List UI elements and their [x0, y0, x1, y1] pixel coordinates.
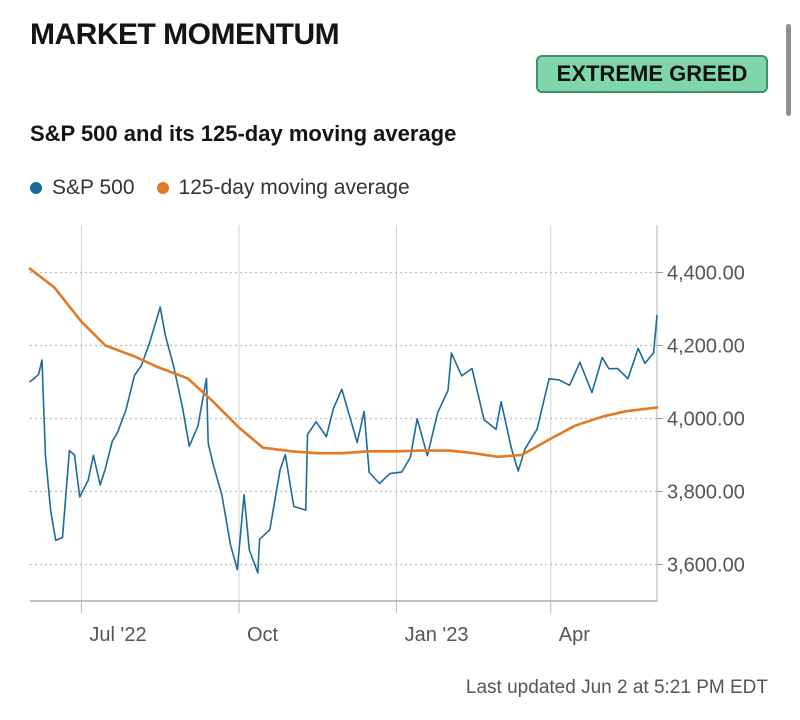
chart-title: S&P 500 and its 125-day moving average: [30, 121, 457, 146]
sp500-line: [29, 306, 658, 574]
moving-average-line: [28, 267, 659, 459]
y-tick-label: 3,600.00: [667, 555, 745, 577]
y-tick-label: 4,000.00: [667, 409, 745, 431]
x-tick-label: Oct: [247, 624, 279, 646]
legend-item-sp500: S&P 500: [30, 176, 135, 200]
chart-legend: S&P 500 125-day moving average: [30, 176, 432, 200]
y-tick-label: 3,800.00: [667, 482, 745, 504]
y-tick-label: 4,200.00: [667, 336, 745, 358]
scrollbar[interactable]: [786, 24, 791, 116]
last-updated-text: Last updated Jun 2 at 5:21 PM EDT: [465, 677, 768, 698]
legend-item-moving-average: 125-day moving average: [156, 176, 410, 200]
y-tick-label: 4,400.00: [667, 263, 745, 285]
page-title: MARKET MOMENTUM: [30, 18, 340, 51]
sentiment-badge: EXTREME GREED: [536, 55, 768, 93]
legend-label-moving-average: 125-day moving average: [178, 176, 410, 199]
x-tick-label: Apr: [559, 624, 590, 646]
legend-label-sp500: S&P 500: [52, 176, 135, 199]
legend-swatch-moving-average: [156, 182, 169, 194]
legend-swatch-sp500: [30, 182, 42, 194]
x-tick-label: Jul '22: [89, 624, 146, 646]
x-tick-label: Jan '23: [405, 624, 469, 646]
